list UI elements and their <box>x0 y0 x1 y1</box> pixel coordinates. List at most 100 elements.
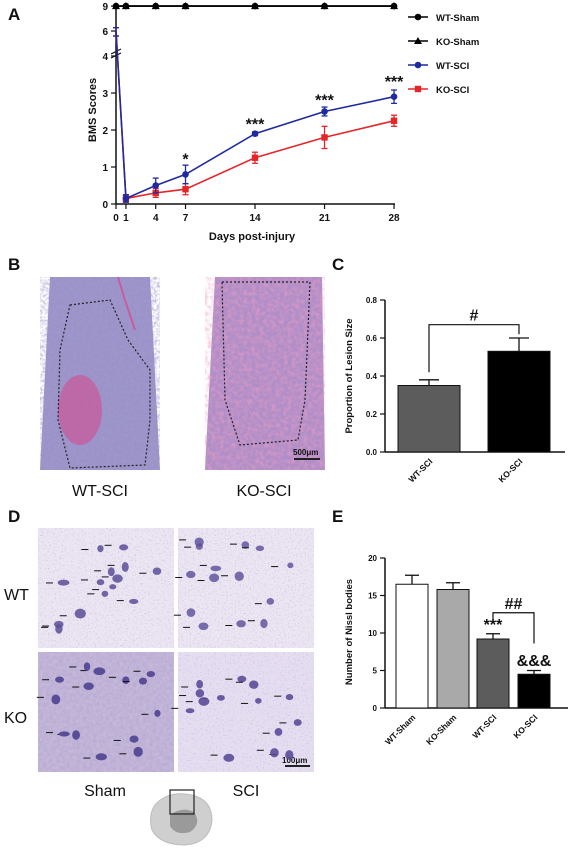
significance-marker: *** <box>484 617 503 634</box>
row-label-wt: WT <box>4 587 29 604</box>
category-label: KO-Sham <box>424 712 459 747</box>
nissl-cell <box>255 698 262 704</box>
panel-label-e: E <box>332 507 343 526</box>
scale-bar-b-label: 500μm <box>293 448 318 457</box>
nissl-cell <box>255 545 265 552</box>
nissl-cell <box>93 667 106 676</box>
axis-break-mark <box>110 48 122 55</box>
nissl-cell <box>112 574 123 583</box>
nissl-cell <box>96 579 105 586</box>
nissl-cell <box>109 584 117 590</box>
nissl-cell <box>236 620 246 628</box>
y-tick-label: 0 <box>373 704 378 713</box>
data-point <box>251 2 259 10</box>
nissl-cell <box>119 544 129 551</box>
y-tick-label: 3 <box>102 89 108 100</box>
series-line <box>115 30 395 200</box>
col-label-sci: SCI <box>233 783 260 800</box>
nissl-cell <box>72 730 80 740</box>
category-label: KO-SCI <box>511 712 539 740</box>
nissl-cell <box>58 731 70 737</box>
nissl-cell <box>129 598 139 605</box>
data-point <box>182 2 189 10</box>
nissl-cell <box>186 570 196 579</box>
nissl-cell <box>83 662 91 671</box>
category-label: WT-SCI <box>406 456 434 484</box>
scale-bar-d <box>285 765 310 767</box>
legend: WT-Sham KO-Sham WT-SCI KO-SCI <box>408 13 479 96</box>
bar-ko-sci <box>517 673 551 709</box>
data-point <box>152 182 160 189</box>
y-axis-title: Number of Nissl bodies <box>344 579 355 685</box>
y-tick-label: 2 <box>102 126 108 137</box>
nissl-cell <box>83 682 94 690</box>
nissl-cell <box>152 567 162 575</box>
y-axis-title: Proportion of Lesion Size <box>344 318 355 433</box>
legend-label: KO-Sham <box>436 37 479 48</box>
lesion-bar-chart: 0.0 0.2 0.4 0.6 0.8 Proportion of Lesion Size… <box>344 296 565 484</box>
nissl-cell <box>293 719 302 726</box>
data-point <box>182 171 189 178</box>
y-tick-label: 0.2 <box>366 410 378 419</box>
significance-marker: &&& <box>517 653 552 670</box>
data-point <box>152 2 160 10</box>
x-tick-label: 0 <box>113 213 119 224</box>
y-tick-label: 1 <box>102 163 108 174</box>
caption-ko-sci: KO-SCI <box>236 483 291 500</box>
x-tick-label: 21 <box>319 213 331 224</box>
nissl-cell <box>241 541 250 549</box>
nissl-cell <box>209 573 220 583</box>
scale-bar-d-label: 100μm <box>282 756 307 765</box>
y-tick-label: 0.4 <box>366 372 378 381</box>
data-point <box>182 186 189 193</box>
x-tick-label: 7 <box>183 213 189 224</box>
tissue-image-ko-sci: 500μm <box>205 277 325 470</box>
series-wt-sci <box>113 27 398 203</box>
significance-bracket <box>428 324 520 373</box>
nissl-cell <box>195 689 205 698</box>
y-tick-label: 15 <box>368 592 377 601</box>
nissl-image-ko-sham <box>38 652 174 772</box>
nissl-cell <box>121 561 129 572</box>
x-axis-title: Days post-injury <box>209 231 296 243</box>
nissl-cell <box>57 579 70 586</box>
nissl-cell <box>74 608 86 619</box>
significance-bracket <box>492 612 535 644</box>
y-tick-label: 0.0 <box>366 448 378 457</box>
nissl-cell <box>146 671 156 678</box>
nissl-cell <box>122 676 130 685</box>
data-point <box>390 93 398 100</box>
significance-marker: *** <box>385 74 404 91</box>
nissl-cell <box>274 727 283 736</box>
y-tick-label: 20 <box>368 554 377 563</box>
legend-label: WT-Sham <box>436 13 479 24</box>
legend-marker <box>414 61 422 69</box>
nissl-cell <box>97 545 104 553</box>
nissl-cell <box>210 565 222 572</box>
data-point <box>251 154 259 161</box>
col-label-sham: Sham <box>84 783 126 800</box>
data-point <box>390 117 398 124</box>
panel-label-d: D <box>8 507 20 526</box>
significance-marker: *** <box>315 92 334 109</box>
nissl-cell <box>198 697 210 706</box>
significance-marker: * <box>182 151 189 168</box>
bar-ko-sci <box>487 350 551 453</box>
bar-wt-sham <box>395 583 429 709</box>
nissl-cell <box>107 567 115 577</box>
nissl-cell <box>101 590 109 597</box>
tissue-image-wt-sci <box>40 276 160 470</box>
nissl-cell <box>133 746 143 757</box>
legend-marker <box>414 37 422 44</box>
nissl-cell <box>196 679 204 689</box>
nissl-cell <box>51 694 61 705</box>
y-tick-label: 9 <box>102 2 108 13</box>
series-ko-sci <box>113 27 398 203</box>
series-line <box>115 30 395 200</box>
row-label-ko: KO <box>4 710 27 727</box>
legend-label: KO-SCI <box>436 85 469 96</box>
data-point <box>251 130 259 137</box>
series-wt-sham <box>112 2 398 10</box>
data-point <box>390 2 398 10</box>
